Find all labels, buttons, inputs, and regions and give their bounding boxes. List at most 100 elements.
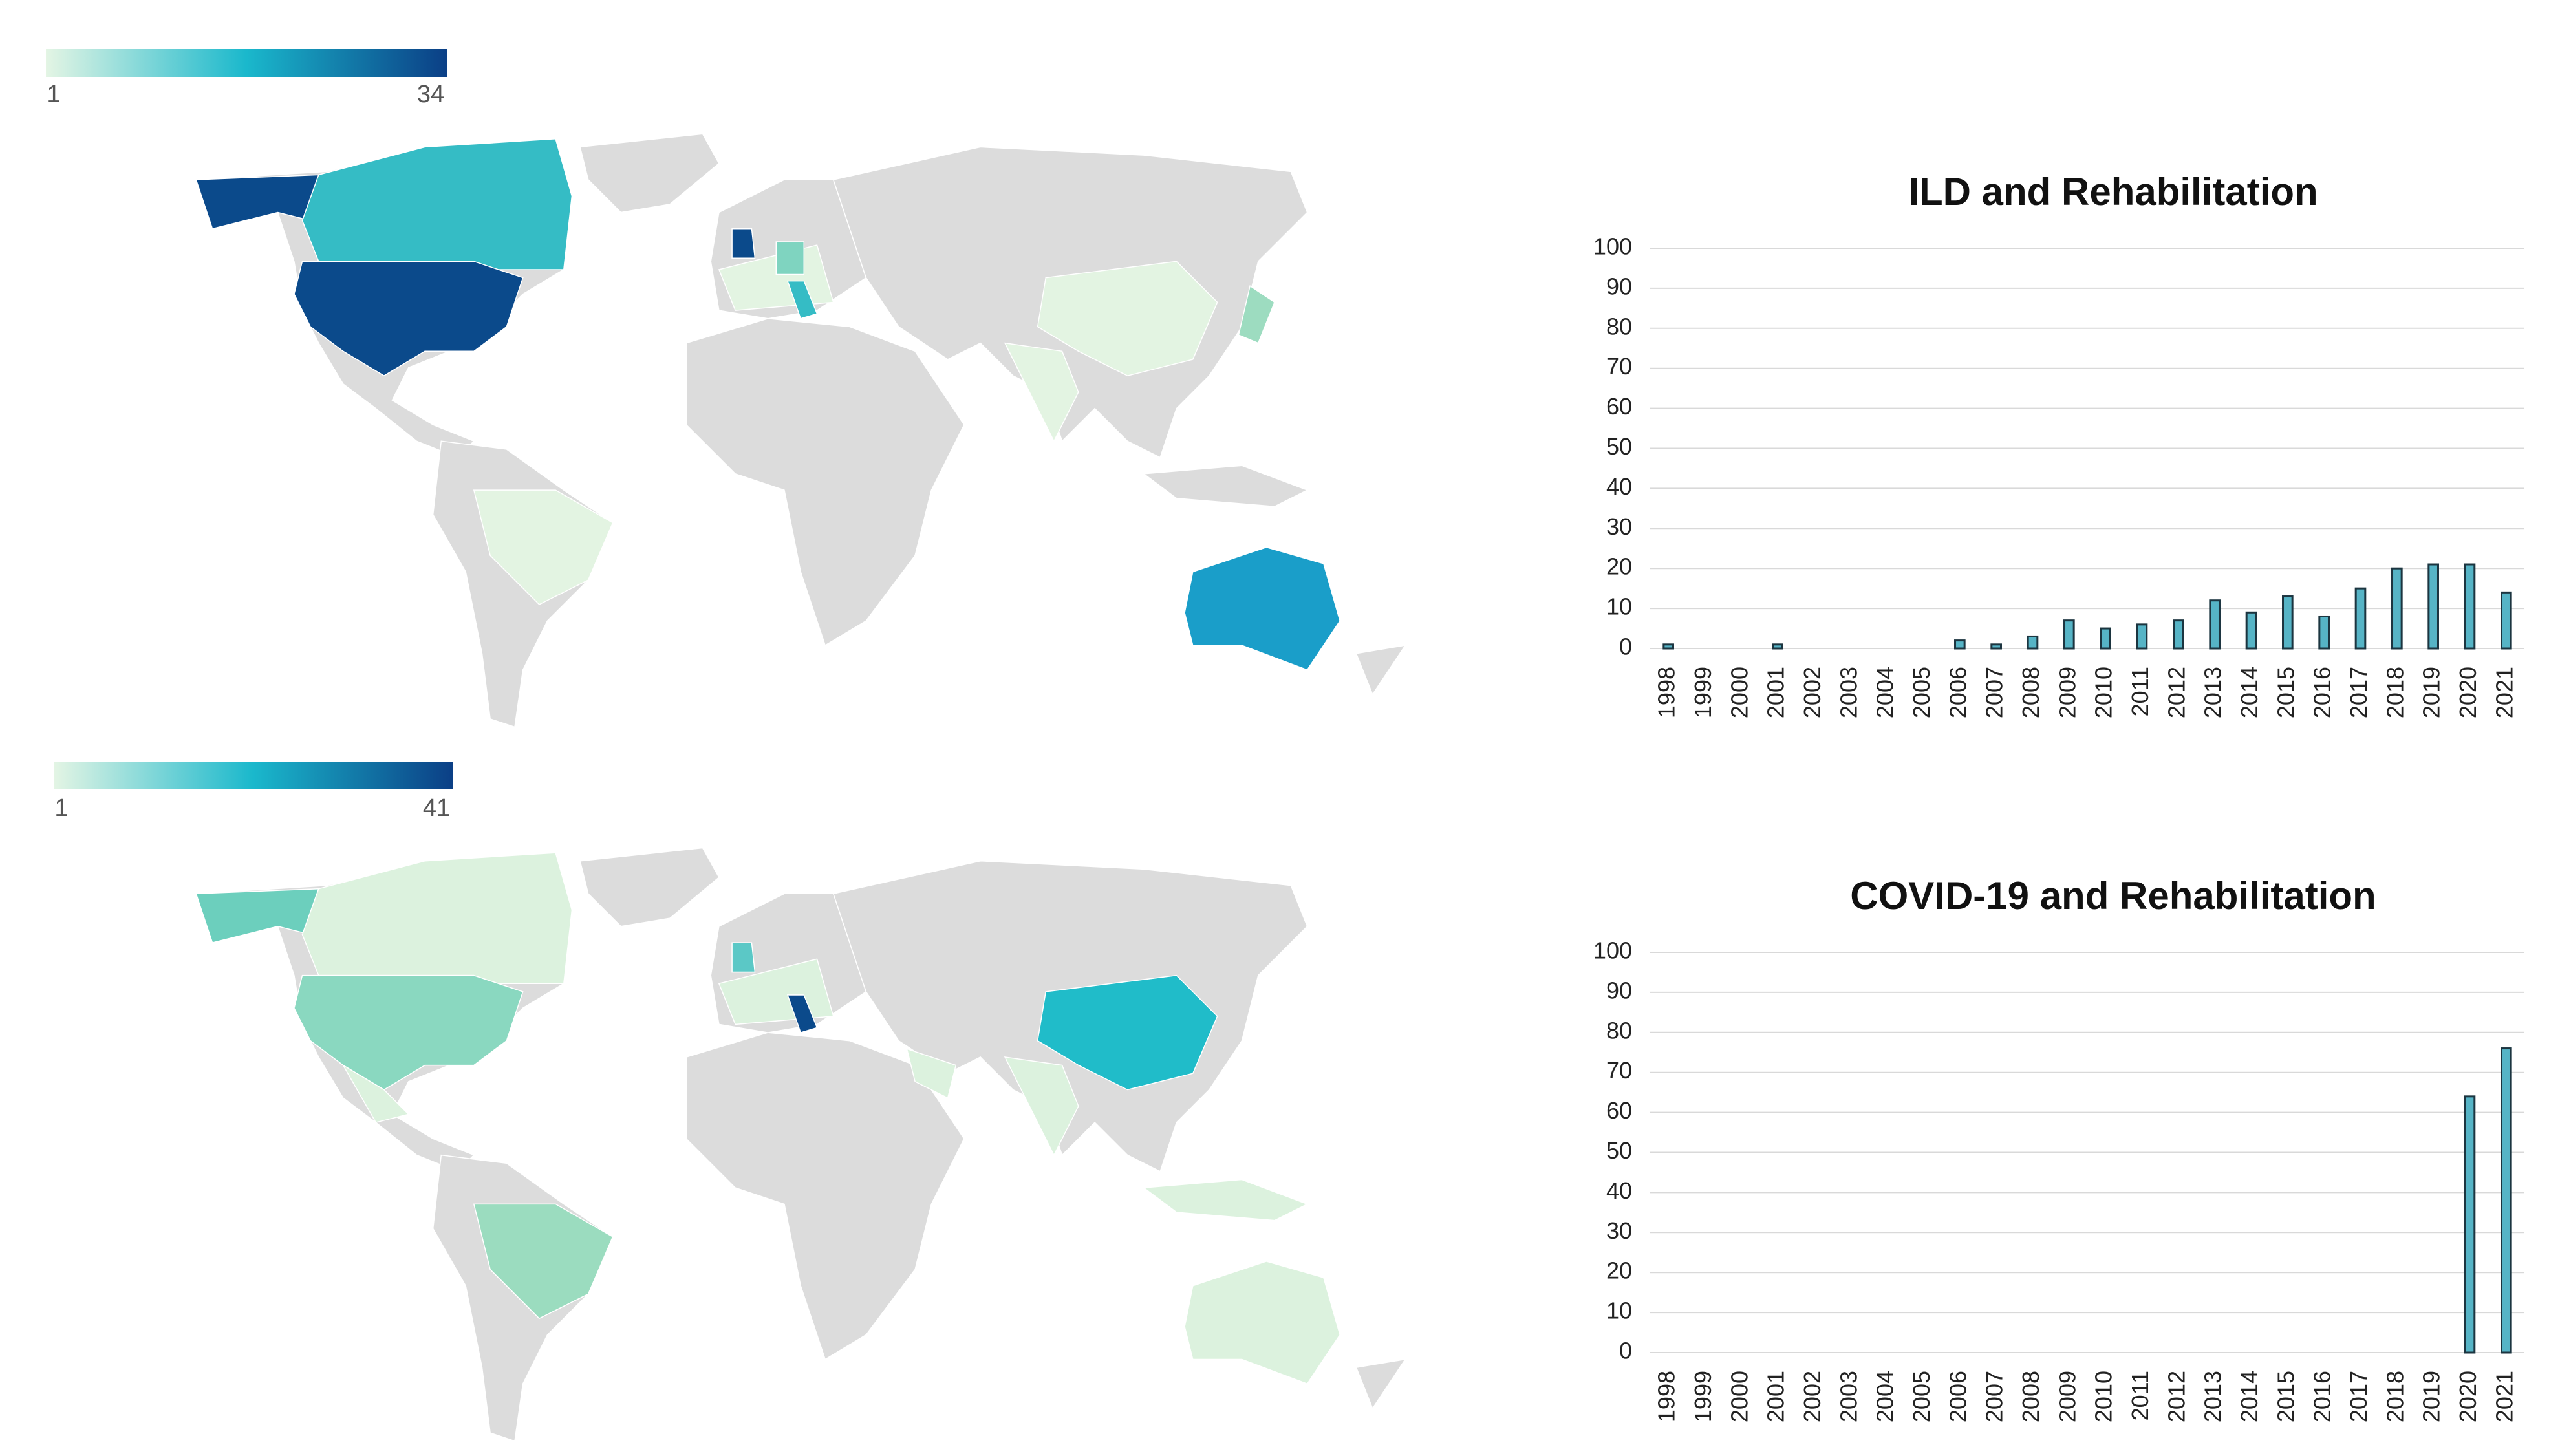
x-tick-label: 2003 [1835, 1371, 1862, 1422]
x-tick-label: 2013 [2200, 667, 2226, 718]
x-tick-label: 2004 [1872, 667, 1898, 718]
y-tick-label: 90 [1606, 273, 1632, 299]
chart-title: COVID-19 and Rehabilitation [1850, 874, 2376, 917]
x-tick-label: 2000 [1726, 667, 1752, 718]
x-tick-label: 1998 [1653, 667, 1680, 718]
world-map [195, 847, 1406, 1442]
y-tick-label: 40 [1606, 473, 1632, 500]
y-tick-label: 60 [1606, 393, 1632, 420]
world-map [195, 133, 1406, 728]
y-tick-label: 100 [1593, 233, 1632, 260]
bar [1990, 643, 2002, 650]
x-tick-label: 2009 [2054, 667, 2080, 718]
bar [2063, 619, 2075, 650]
maps [195, 133, 1406, 1442]
bar [1772, 643, 1783, 650]
x-tick-label: 2002 [1799, 667, 1825, 718]
x-tick-label: 2000 [1726, 1371, 1752, 1422]
legend-gradient [46, 49, 447, 77]
bar [1954, 639, 1966, 650]
y-tick-label: 30 [1606, 513, 1632, 540]
bar [2282, 595, 2294, 650]
x-tick-label: 2017 [2345, 667, 2372, 718]
x-tick-label: 2006 [1944, 667, 1971, 718]
bar [1662, 643, 1674, 650]
y-tick-label: 10 [1606, 594, 1632, 620]
x-tick-label: 2004 [1872, 1371, 1898, 1422]
y-tick-label: 30 [1606, 1217, 1632, 1244]
x-tick-label: 2018 [2382, 1371, 2408, 1422]
y-tick-label: 0 [1619, 1338, 1632, 1364]
legend-min: 1 [47, 81, 60, 108]
y-tick-label: 40 [1606, 1177, 1632, 1204]
x-tick-label: 1999 [1690, 1371, 1716, 1422]
x-tick-label: 2011 [2127, 1371, 2153, 1420]
x-tick-label: 2002 [1799, 1371, 1825, 1422]
x-tick-label: 2017 [2345, 1371, 2372, 1422]
y-tick-label: 100 [1593, 937, 1632, 964]
x-tick-label: 2008 [2017, 667, 2044, 718]
bar [2464, 1095, 2476, 1354]
x-tick-label: 2008 [2017, 1371, 2044, 1422]
y-tick-label: 20 [1606, 1258, 1632, 1284]
y-tick-label: 70 [1606, 1057, 1632, 1084]
x-tick-label: 2001 [1763, 667, 1789, 718]
x-tick-label: 2021 [2491, 667, 2517, 718]
bar [2354, 587, 2367, 650]
bar [2501, 591, 2512, 650]
x-tick-label: 2006 [1944, 1371, 1971, 1422]
bar [2318, 615, 2330, 650]
bar [2100, 627, 2111, 650]
x-tick-label: 2011 [2127, 667, 2153, 716]
x-tick-label: 2014 [2236, 1371, 2263, 1422]
bar [2136, 623, 2148, 650]
bar [2427, 563, 2439, 650]
x-tick-label: 2007 [1981, 667, 2008, 718]
legend-max: 41 [423, 795, 450, 822]
x-tick-label: 2003 [1835, 667, 1862, 718]
bar [2391, 567, 2403, 650]
y-tick-label: 50 [1606, 1137, 1632, 1164]
legend-max: 34 [417, 81, 444, 108]
x-tick-label: 2015 [2272, 667, 2299, 718]
x-tick-label: 2020 [2455, 667, 2481, 718]
x-tick-label: 2019 [2418, 667, 2445, 718]
bar [2173, 619, 2184, 650]
y-tick-label: 70 [1606, 353, 1632, 380]
x-tick-label: 2005 [1908, 667, 1935, 718]
x-tick-label: 2016 [2309, 1371, 2336, 1422]
y-tick-label: 0 [1619, 634, 1632, 660]
x-tick-label: 2007 [1981, 1371, 2008, 1422]
bar [2209, 599, 2221, 650]
x-tick-label: 2015 [2272, 1371, 2299, 1422]
x-tick-label: 2018 [2382, 667, 2408, 718]
x-tick-label: 2001 [1763, 1371, 1789, 1422]
legend-min: 1 [54, 795, 68, 822]
y-tick-label: 10 [1606, 1298, 1632, 1324]
bar [2027, 635, 2039, 650]
x-tick-label: 1999 [1690, 667, 1716, 718]
x-tick-label: 2013 [2200, 1371, 2226, 1422]
y-tick-label: 20 [1606, 553, 1632, 580]
legend-gradient [54, 762, 453, 789]
y-tick-label: 80 [1606, 1017, 1632, 1044]
x-tick-label: 2010 [2091, 667, 2117, 718]
bar [2501, 1047, 2512, 1354]
x-tick-label: 1998 [1653, 1371, 1680, 1422]
x-tick-label: 2014 [2236, 667, 2263, 718]
x-tick-label: 2019 [2418, 1371, 2445, 1422]
x-tick-label: 2016 [2309, 667, 2336, 718]
bar [2245, 611, 2257, 650]
y-tick-label: 90 [1606, 977, 1632, 1003]
x-tick-label: 2010 [2091, 1371, 2117, 1422]
x-tick-label: 2020 [2455, 1371, 2481, 1422]
x-tick-label: 2009 [2054, 1371, 2080, 1422]
y-tick-label: 80 [1606, 313, 1632, 339]
y-tick-label: 50 [1606, 433, 1632, 460]
x-tick-label: 2021 [2491, 1371, 2517, 1422]
x-tick-label: 2012 [2163, 667, 2189, 718]
chart-title: ILD and Rehabilitation [1908, 170, 2318, 213]
x-tick-label: 2005 [1908, 1371, 1935, 1422]
